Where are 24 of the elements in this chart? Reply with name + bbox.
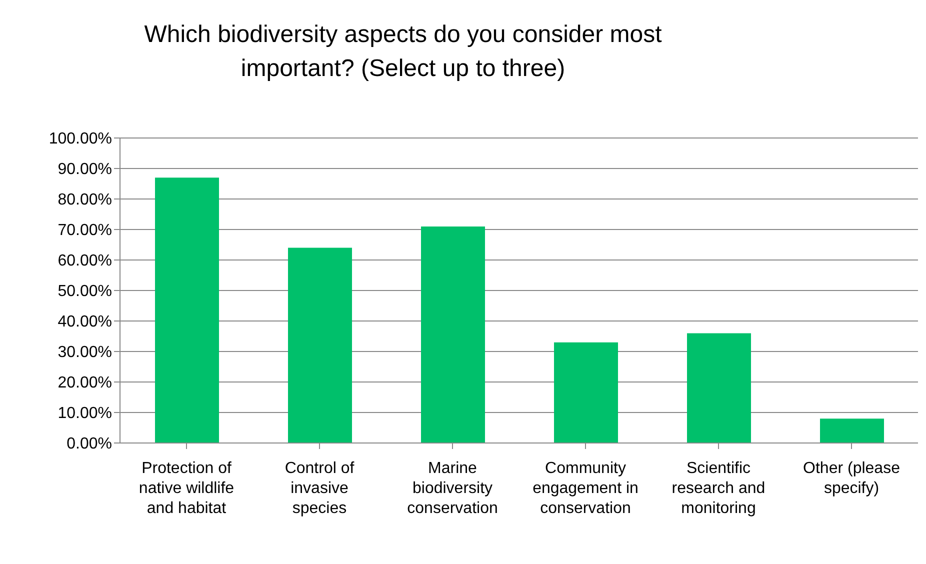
bar <box>687 333 751 443</box>
y-tick-label: 80.00% <box>58 192 112 209</box>
y-tick-label: 60.00% <box>58 252 112 270</box>
y-tick-label: 70.00% <box>58 222 112 240</box>
bar <box>155 178 219 443</box>
y-tick-label: 40.00% <box>58 314 112 331</box>
x-tick-label: Other (please specify) <box>803 460 900 497</box>
y-tick-label: 90.00% <box>58 161 112 178</box>
y-tick-label: 0.00% <box>66 436 112 453</box>
y-tick-label: 10.00% <box>58 405 112 422</box>
x-tick-label: Marine biodiversity conservation <box>407 460 498 517</box>
x-tick-label: Scientific research and monitoring <box>672 460 766 517</box>
chart-title: Which biodiversity aspects do you consider most important? (Select up to three) <box>143 20 663 84</box>
bar <box>288 248 352 443</box>
x-tick-label: Community engagement in conservation <box>532 460 638 517</box>
bar <box>554 342 618 443</box>
y-tick-label: 50.00% <box>58 283 112 300</box>
y-tick-label: 100.00% <box>48 130 112 148</box>
y-tick-label: 30.00% <box>58 344 112 362</box>
bar <box>421 226 485 443</box>
y-tick-label: 20.00% <box>58 374 112 392</box>
bar <box>820 418 884 443</box>
x-tick-label: Protection of native wildlife and habitat <box>138 460 234 517</box>
x-tick-label: Control of invasive species <box>284 460 355 517</box>
